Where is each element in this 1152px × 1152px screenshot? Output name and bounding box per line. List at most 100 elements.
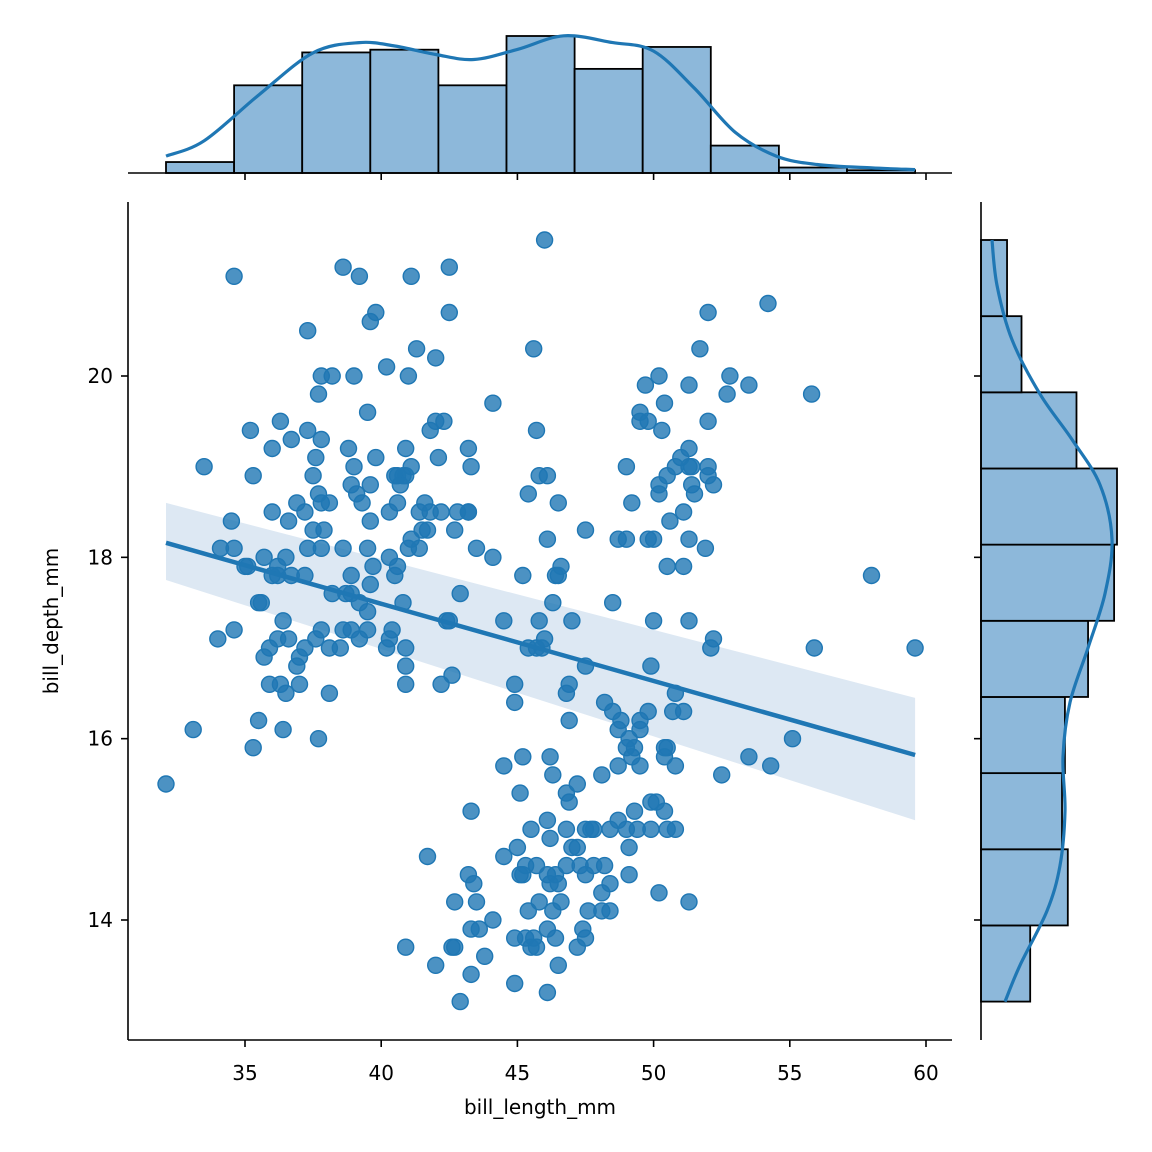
confidence-band: [166, 502, 916, 821]
top-histogram-bar: [709, 144, 780, 174]
scatter-point: [625, 802, 644, 820]
scatter-point: [631, 720, 649, 739]
scatter-point: [309, 730, 328, 748]
scatter-point: [538, 811, 557, 829]
scatter-point: [260, 639, 279, 657]
scatter-point: [762, 757, 780, 775]
y-tick-label: 16: [88, 727, 113, 751]
scatter-point: [446, 893, 464, 911]
scatter-point: [704, 630, 723, 648]
scatter-point: [538, 467, 557, 485]
scatter-point: [680, 439, 698, 458]
scatter-point: [541, 748, 559, 766]
scatter-point: [484, 548, 502, 566]
scatter-point: [655, 802, 674, 820]
scatter-point: [222, 512, 241, 530]
scatter-point: [451, 992, 469, 1011]
scatter-point: [241, 421, 260, 440]
scatter-point: [465, 875, 483, 893]
x-tick-label: 60: [913, 1061, 938, 1085]
scatter-point: [661, 512, 679, 530]
scatter-point: [560, 793, 578, 811]
scatter-point: [279, 630, 298, 648]
scatter-point: [440, 258, 458, 276]
right-marginal-ticks: [974, 375, 981, 921]
scatter-point: [157, 775, 175, 793]
top-histogram-bar: [778, 166, 848, 174]
scatter-point: [623, 494, 641, 512]
scatter-point: [740, 376, 758, 394]
scatter-point: [334, 539, 352, 557]
scatter-point: [549, 956, 567, 974]
scatter-point: [506, 693, 524, 712]
right-histogram-bar: [980, 543, 1116, 622]
scatter-point: [440, 303, 458, 322]
scatter-point: [658, 557, 676, 576]
scatter-point: [307, 448, 325, 467]
scatter-point: [511, 784, 529, 802]
y-tick-label: 20: [88, 364, 113, 388]
scatter-point: [418, 847, 437, 866]
scatter-point: [783, 730, 802, 748]
scatter-point: [639, 702, 657, 721]
scatter-point: [397, 639, 415, 657]
scatter-point: [429, 448, 448, 467]
scatter-point: [331, 639, 349, 657]
scatter-point: [279, 512, 298, 530]
scatter-point: [522, 938, 540, 956]
scatter-point: [557, 820, 576, 838]
right-histogram-bar: [980, 772, 1063, 851]
scatter-point: [388, 494, 407, 512]
scatter-point: [604, 594, 622, 612]
scatter-point: [288, 494, 306, 512]
scatter-point: [650, 367, 668, 385]
scatter-point: [544, 594, 562, 612]
scatter-point: [364, 557, 382, 576]
scatter-point: [495, 847, 513, 866]
scatter-point: [249, 711, 268, 730]
scatter-point: [427, 349, 445, 367]
scatter-point: [304, 467, 322, 485]
x-axis-ticks: 35 40 45 50 55 60: [232, 1040, 939, 1085]
right-histogram-bar: [980, 848, 1069, 927]
scatter-point: [255, 548, 273, 566]
scatter-point: [312, 539, 330, 557]
scatter-point: [380, 630, 399, 648]
scatter-point: [484, 911, 502, 929]
scatter-point: [560, 711, 578, 730]
scatter-point: [568, 775, 586, 793]
scatter-point: [805, 639, 823, 657]
scatter-point: [397, 657, 415, 675]
scatter-point: [506, 974, 524, 993]
scatter-point: [525, 340, 543, 358]
scatter-point: [680, 530, 698, 548]
scatter-point: [560, 675, 578, 693]
scatter-point: [244, 467, 262, 485]
scatter-point: [680, 376, 698, 394]
top-histogram-bar: [165, 161, 236, 174]
scatter-point: [680, 893, 698, 911]
scatter-point: [402, 458, 420, 476]
scatter-point: [674, 503, 693, 521]
scatter-point: [674, 702, 693, 721]
scatter-point: [195, 458, 213, 476]
scatter-point: [467, 893, 486, 911]
scatter-point: [535, 231, 554, 249]
scatter-point: [274, 612, 292, 630]
scatter-point: [906, 639, 924, 657]
scatter-point: [209, 630, 227, 648]
scatter-point: [609, 757, 627, 775]
scatter-point: [299, 322, 317, 340]
x-tick-label: 45: [505, 1061, 530, 1085]
scatter-point: [342, 566, 360, 585]
scatter-point: [519, 485, 537, 503]
scatter-point: [699, 412, 717, 430]
scatter-point: [418, 521, 437, 539]
right-histogram-bar: [980, 391, 1078, 470]
top-histogram-bar: [369, 48, 440, 174]
scatter-point: [334, 258, 352, 276]
scatter-point: [631, 757, 649, 775]
scatter-point: [713, 766, 731, 784]
scatter-point: [650, 884, 668, 902]
